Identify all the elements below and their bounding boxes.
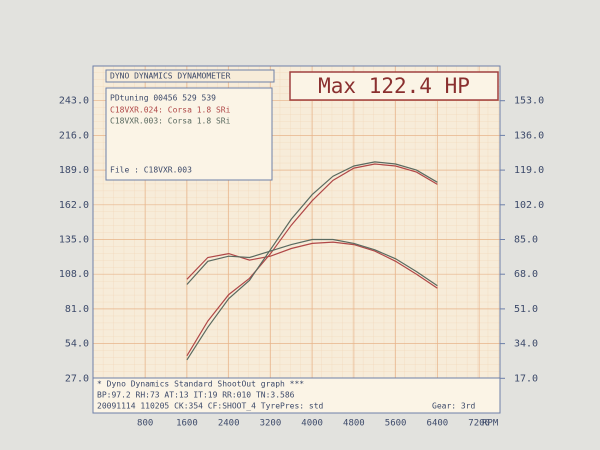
x-tick-label: 6400: [427, 419, 449, 429]
y2-tick-label: 85.0: [514, 235, 538, 246]
info-line: PDtuning 00456 529 539: [110, 94, 216, 103]
y2-tick-label: 68.0: [514, 269, 538, 280]
power-line: [186, 163, 438, 357]
y-tick-label: 108.0: [59, 269, 89, 280]
info-line: File : C18VXR.003: [110, 166, 192, 175]
torque-line: [186, 238, 438, 287]
x-tick-label: 2400: [218, 419, 240, 429]
y-tick-label: 162.0: [59, 200, 89, 211]
y-tick-label: 189.0: [59, 165, 89, 176]
legend-entry: C18VXR.024: Corsa 1.8 SRi: [110, 106, 231, 115]
footer-line: 20091114 110205 CK:354 CF:SHOOT_4 TyrePr…: [97, 402, 324, 411]
footer-line: BP:97.2 RH:73 AT:13 IT:19 RR:010 TN:3.58…: [97, 391, 295, 400]
y2-tick-label: 102.0: [514, 200, 544, 211]
x-tick-label: 4800: [343, 419, 365, 429]
y-tick-label: 27.0: [65, 373, 89, 384]
y2-tick-label: 119.0: [514, 165, 544, 176]
y2-tick-label: 51.0: [514, 304, 538, 315]
legend-entry: C18VXR.003: Corsa 1.8 SRi: [110, 117, 231, 126]
header: DYNO DYNAMICS DYNAMOMETER: [110, 72, 231, 81]
y2-tick-label: 153.0: [514, 96, 544, 107]
x-tick-label: 5600: [385, 419, 407, 429]
torque-line: [186, 241, 438, 289]
y-tick-label: 243.0: [59, 96, 89, 107]
info-box: [105, 87, 273, 181]
x-tick-label: 1600: [176, 419, 198, 429]
x-tick-label: 4000: [301, 419, 323, 429]
x-tick-label: 3200: [260, 419, 282, 429]
y-tick-label: 135.0: [59, 235, 89, 246]
y2-tick-label: 136.0: [514, 130, 544, 141]
power-line: [186, 161, 438, 361]
footer-line: Gear: 3rd: [432, 402, 476, 411]
x-tick-label: 800: [137, 419, 153, 429]
chart-title: Max 122.4 HP: [318, 74, 470, 98]
header-box: [105, 69, 275, 83]
x-axis-label: RPM: [482, 419, 499, 429]
y-tick-label: 54.0: [65, 339, 89, 350]
y2-tick-label: 34.0: [514, 339, 538, 350]
y2-tick-label: 17.0: [514, 373, 538, 384]
x-tick-label: 7200: [468, 419, 490, 429]
y-tick-label: 216.0: [59, 130, 89, 141]
title-box: [289, 71, 499, 101]
y-tick-label: 81.0: [65, 304, 89, 315]
footer-line: * Dyno Dynamics Standard ShootOut graph …: [97, 380, 304, 389]
footer-box: [92, 377, 501, 414]
